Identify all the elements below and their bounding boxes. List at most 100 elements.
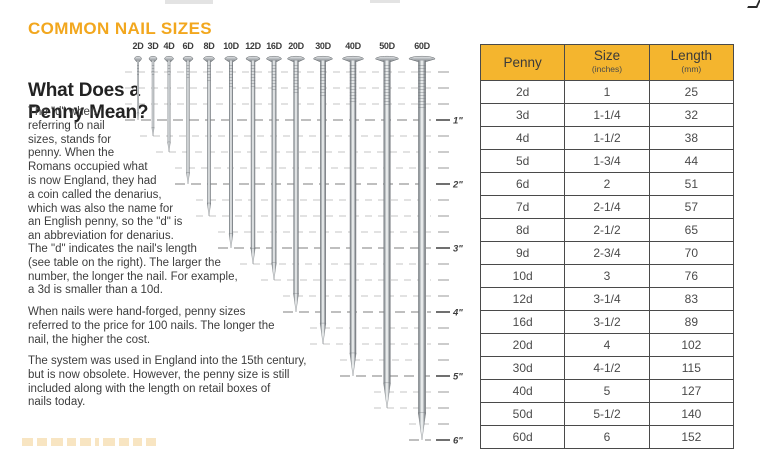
nail-label: 10D: [223, 41, 239, 51]
ruler-label: 4": [452, 308, 463, 319]
table-row: 2d 1 25: [479, 80, 735, 104]
ruler-label: 5": [453, 372, 463, 383]
nail-tip: [383, 382, 391, 409]
header-subunit: (mm): [681, 64, 702, 74]
size-table: Penny Size (inches) Length (mm) 2d 1 25 3d 1-1/4…: [479, 44, 735, 449]
penny-cell: 2d: [479, 80, 566, 104]
nail-20d: 20D: [287, 41, 305, 313]
nail-head: [134, 55, 142, 62]
table-row: 60d 6 152: [479, 425, 735, 449]
paragraph-england: The system was used in England into the …: [28, 355, 307, 409]
nail-label: 16D: [266, 41, 282, 51]
section-heading: What Does a Penny Mean?: [28, 79, 149, 123]
penny-cell: 12d: [479, 287, 566, 311]
size-cell: 3-1/4: [564, 287, 650, 311]
cutoff-letter-top: [103, 438, 115, 446]
nail-tip: [151, 127, 155, 137]
nail-6d: 6D: [182, 41, 195, 185]
size-cell: 6: [564, 425, 650, 449]
penny-cell: 30d: [479, 356, 566, 380]
cutoff-letter-top: [146, 438, 156, 446]
table-row: 40d 5 127: [479, 379, 735, 403]
length-cell: 102: [648, 333, 735, 357]
size-cell: 1-3/4: [564, 149, 650, 173]
nail-size-diagram: 2D 3D 4D 6D 8D 10D 12D 16D 20D 30D 40D 50D 60D 1" 2" 3"…: [120, 34, 468, 447]
nail-head: [266, 55, 282, 62]
size-cell: 1: [564, 80, 650, 104]
nail-shaft: [186, 60, 190, 173]
size-table-body: 2d 1 25 3d 1-1/4 32 4d 1-1/2 38 5d 1-3/4 44 6d 2 51 7d 2…: [479, 80, 735, 449]
penny-cell: 16d: [479, 310, 566, 334]
length-cell: 70: [648, 241, 735, 265]
ruler-label: 2": [452, 180, 463, 191]
top-edge-cutoff-text: [370, 0, 400, 3]
length-cell: 38: [648, 126, 735, 150]
table-row: 4d 1-1/2 38: [479, 126, 735, 150]
nail-40d: 40D: [342, 41, 364, 377]
length-cell: 44: [648, 149, 735, 173]
nail-4d: 4D: [164, 41, 176, 153]
nail-tip: [228, 233, 234, 249]
penny-cell: 9d: [479, 241, 566, 265]
nail-label: 4D: [164, 41, 176, 51]
nail-shaft: [151, 60, 155, 128]
nail-shaft: [383, 60, 391, 383]
cutoff-letter-top: [133, 438, 142, 446]
nail-shaft: [320, 60, 326, 324]
nail-shaft: [137, 60, 139, 113]
length-cell: 32: [648, 103, 735, 127]
length-cell: 140: [648, 402, 735, 426]
nail-8d: 8D: [203, 41, 216, 217]
nail-label: 2D: [133, 41, 145, 51]
nail-head: [182, 55, 194, 62]
size-cell: 2-1/2: [564, 218, 650, 242]
table-row: 3d 1-1/4 32: [479, 103, 735, 127]
cutoff-letter-top: [119, 438, 129, 446]
size-cell: 2-3/4: [564, 241, 650, 265]
table-row: 16d 3-1/2 89: [479, 310, 735, 334]
length-cell: 25: [648, 80, 735, 104]
penny-cell: 4d: [479, 126, 566, 150]
size-cell: 3: [564, 264, 650, 288]
paragraph-length: The "d" indicates the nail's length (see…: [28, 243, 238, 297]
top-right-cutoff-mark: [747, 0, 760, 8]
length-cell: 51: [648, 172, 735, 196]
nail-head: [287, 55, 305, 62]
cutoff-letter-top: [37, 438, 47, 446]
table-row: 6d 2 51: [479, 172, 735, 196]
penny-cell: 7d: [479, 195, 566, 219]
length-cell: 83: [648, 287, 735, 311]
penny-cell: 60d: [479, 425, 566, 449]
table-row: 10d 3 76: [479, 264, 735, 288]
nail-tip: [207, 202, 211, 217]
nail-2d: 2D: [133, 41, 145, 121]
nail-shaft: [349, 60, 357, 353]
length-cell: 65: [648, 218, 735, 242]
cutoff-letter-top: [51, 438, 63, 446]
table-row: 5d 1-3/4 44: [479, 149, 735, 173]
size-cell: 1-1/2: [564, 126, 650, 150]
nail-16d: 16D: [266, 41, 283, 281]
nail-shaft: [418, 60, 426, 413]
nail-label: 6D: [183, 41, 195, 51]
penny-cell: 6d: [479, 172, 566, 196]
ruler-label: 1": [453, 116, 463, 127]
table-row: 30d 4-1/2 115: [479, 356, 735, 380]
ruler: 1" 2" 3" 4" 5" 6": [436, 71, 463, 447]
length-cell: 152: [648, 425, 735, 449]
size-cell: 4-1/2: [564, 356, 650, 380]
size-cell: 3-1/2: [564, 310, 650, 334]
ruler-label: 6": [453, 436, 463, 447]
nail-label: 12D: [245, 41, 261, 51]
nail-tip: [167, 141, 171, 153]
table-row: 8d 2-1/2 65: [479, 218, 735, 242]
nail-head: [203, 55, 215, 62]
nail-tip: [418, 412, 426, 441]
nail-label: 20D: [288, 41, 304, 51]
header-cell-size: Size (inches): [564, 44, 650, 81]
nail-head: [342, 55, 364, 62]
cutoff-letter-top: [95, 438, 99, 446]
header-cell-penny: Penny: [479, 44, 566, 81]
nails: 2D 3D 4D 6D 8D 10D 12D 16D 20D 30D 40D 50D 60D: [133, 41, 436, 441]
nail-label: 3D: [148, 41, 160, 51]
